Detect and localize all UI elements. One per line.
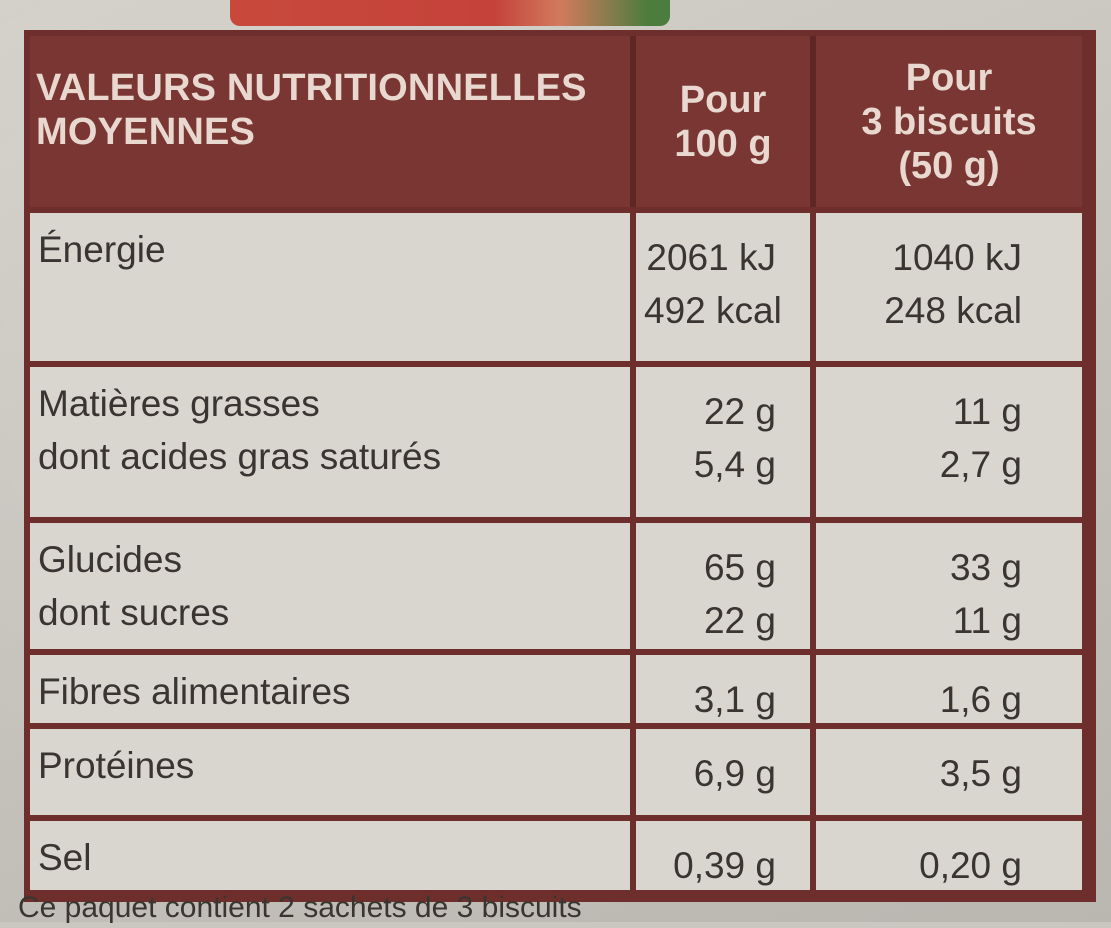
row-label: Glucides dont sucres (30, 523, 630, 649)
nutrient-name: Énergie (38, 229, 166, 270)
nutrient-subname: dont sucres (38, 592, 230, 633)
header-title: VALEURS NUTRITIONNELLES MOYENNES (30, 36, 630, 207)
nutrient-name: Glucides (38, 539, 182, 580)
value: 0,39 g (673, 845, 776, 886)
value-per-portion: 1040 kJ 248 kcal (810, 213, 1082, 361)
value: 1,6 g (939, 679, 1022, 720)
row-label: Énergie (30, 213, 630, 361)
table-row-matieres-grasses: Matières grasses dont acides gras saturé… (30, 367, 1088, 517)
row-label: Fibres alimentaires (30, 655, 630, 723)
value-per-portion: 33 g 11 g (810, 523, 1082, 649)
value-per-100g: 2061 kJ 492 kcal (630, 213, 810, 361)
header-per-100g-line-1: Pour (679, 78, 767, 121)
value: 2061 kJ (646, 237, 776, 278)
value: 1040 kJ (892, 237, 1022, 278)
value: 492 kcal (644, 290, 782, 331)
value: 5,4 g (693, 444, 776, 485)
row-label: Sel (30, 821, 630, 890)
value-per-portion: 1,6 g (810, 655, 1082, 723)
value: 11 g (952, 600, 1022, 641)
value: 65 g (703, 547, 776, 588)
nutrient-name: Protéines (38, 745, 195, 786)
value: 0,20 g (919, 845, 1022, 886)
value: 11 g (952, 391, 1022, 432)
value: 2,7 g (939, 444, 1022, 485)
value-per-100g: 6,9 g (630, 729, 810, 815)
value-per-100g: 65 g 22 g (630, 523, 810, 649)
value-per-100g: 3,1 g (630, 655, 810, 723)
nutrient-subname: dont acides gras saturés (38, 436, 442, 477)
table-row-glucides: Glucides dont sucres 65 g 22 g 33 g 11 g (30, 523, 1088, 649)
value-per-portion: 11 g 2,7 g (810, 367, 1082, 517)
row-label: Matières grasses dont acides gras saturé… (30, 367, 630, 517)
nutrient-name: Sel (38, 837, 92, 878)
table-row-sel: Sel 0,39 g 0,20 g (30, 821, 1088, 890)
value-per-100g: 22 g 5,4 g (630, 367, 810, 517)
header-per-100g-line-2: 100 g (674, 122, 772, 165)
product-illustration-edge (230, 0, 670, 26)
header-per-portion-line-2: 3 biscuits (861, 100, 1037, 143)
header-per-portion-line-3: (50 g) (898, 144, 1000, 187)
value-per-portion: 0,20 g (810, 821, 1082, 890)
value: 22 g (703, 600, 776, 641)
package-contents-note: Ce paquet contient 2 sachets de 3 biscui… (18, 891, 582, 924)
header-title-line-1: VALEURS NUTRITIONNELLES (36, 67, 587, 109)
nutrient-name: Fibres alimentaires (38, 671, 351, 712)
value: 248 kcal (884, 290, 1022, 331)
value: 6,9 g (693, 753, 776, 794)
nutrition-facts-table: VALEURS NUTRITIONNELLES MOYENNES Pour 10… (24, 30, 1096, 902)
header-title-line-2: MOYENNES (36, 111, 256, 153)
header-per-portion-line-1: Pour (905, 56, 993, 99)
row-label: Protéines (30, 729, 630, 815)
value: 3,1 g (693, 679, 776, 720)
value: 33 g (949, 547, 1022, 588)
table-row-fibres: Fibres alimentaires 3,1 g 1,6 g (30, 655, 1088, 723)
value: 3,5 g (939, 753, 1022, 794)
table-header: VALEURS NUTRITIONNELLES MOYENNES Pour 10… (30, 36, 1088, 207)
header-per-100g: Pour 100 g (630, 36, 810, 207)
table-row-energie: Énergie 2061 kJ 492 kcal 1040 kJ 248 kca… (30, 213, 1088, 361)
value: 22 g (703, 391, 776, 432)
value-per-100g: 0,39 g (630, 821, 810, 890)
header-per-portion: Pour 3 biscuits (50 g) (810, 36, 1082, 207)
nutrient-name: Matières grasses (38, 383, 320, 424)
value-per-portion: 3,5 g (810, 729, 1082, 815)
table-row-proteines: Protéines 6,9 g 3,5 g (30, 729, 1088, 815)
